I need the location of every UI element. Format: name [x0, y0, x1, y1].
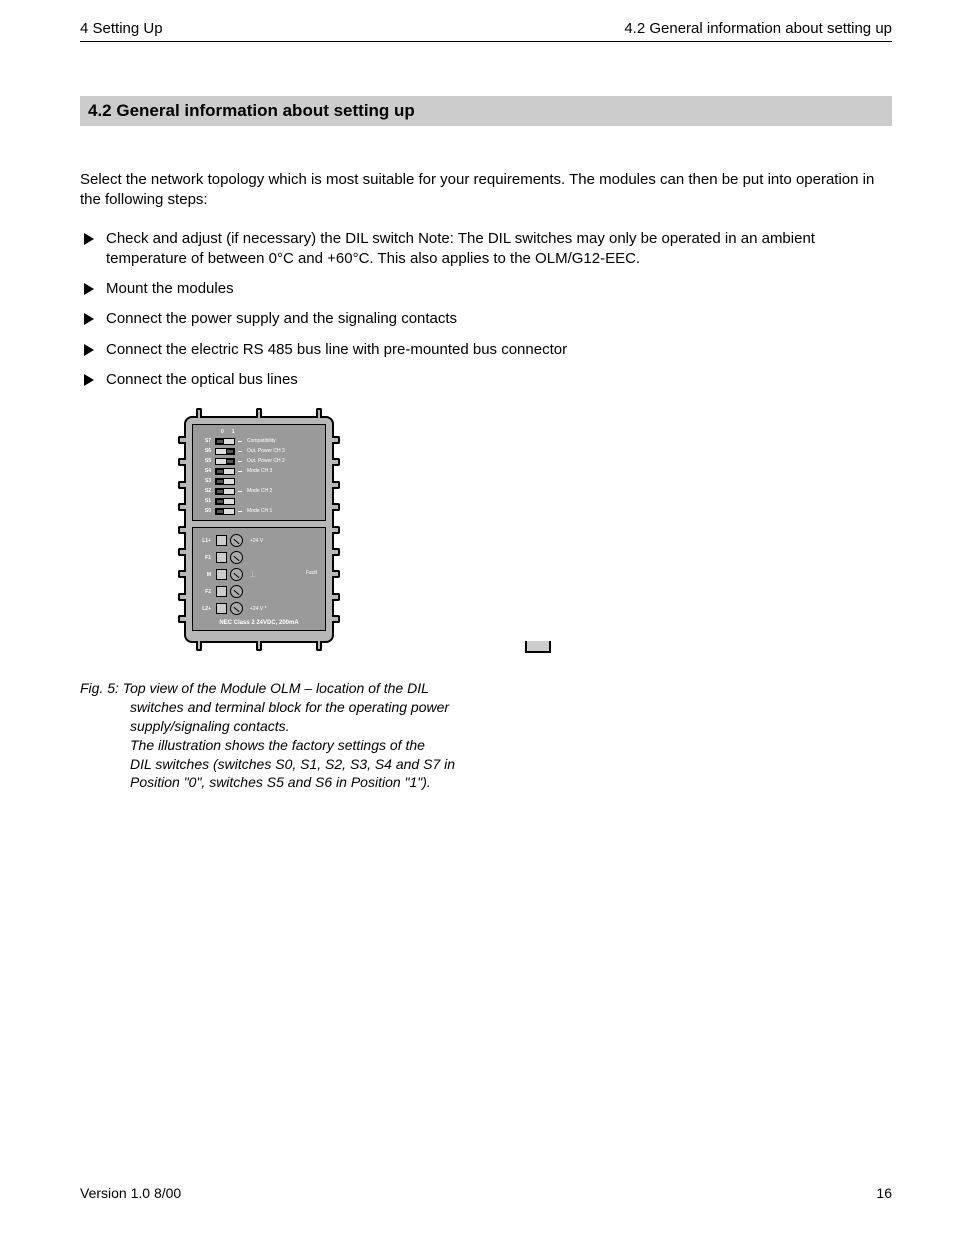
- terminal-screw-icon: [230, 568, 243, 581]
- dil-switch-row: S4 Mode CH 3: [197, 466, 321, 476]
- terminal-name: L1+: [197, 538, 213, 544]
- terminal-name: L2+: [197, 606, 213, 612]
- terminal-row: L1+ +24 V: [197, 532, 321, 549]
- dil-switch-icon: [215, 508, 235, 515]
- figure-text-4: The illustration shows the factory setti…: [80, 736, 892, 755]
- terminal-screw-icon: [230, 585, 243, 598]
- footer-page-number: 16: [876, 1185, 892, 1201]
- dil-switch-label: Mode CH 1: [247, 508, 272, 514]
- dil-switch-label: Mode CH 3: [247, 468, 272, 474]
- dil-switch-icon: [215, 458, 235, 465]
- terminal-block-icon: [216, 552, 227, 563]
- section-heading: 4.2 General information about setting up: [80, 96, 892, 126]
- dil-switch-icon: [215, 468, 235, 475]
- list-item: Connect the optical bus lines: [80, 370, 892, 390]
- dil-switch-row: S1: [197, 496, 321, 506]
- dil-header-1: 1: [232, 429, 235, 435]
- dil-switch-label: Mode CH 2: [247, 488, 272, 494]
- terminal-block-icon: [216, 535, 227, 546]
- terminal-panel: L1++24 VF1M⏊F2L2++24 V * Fault NEC Class…: [192, 527, 326, 631]
- dil-switch-row: S6 Out. Power CH 3: [197, 446, 321, 456]
- step-list: Check and adjust (if necessary) the DIL …: [80, 229, 892, 391]
- dil-switch-panel: 0 1 S7 Compatibility S6 Out. Power CH 3 S5 Ou…: [192, 424, 326, 521]
- dil-switch-name: S5: [197, 458, 213, 464]
- figure-text-5: DIL switches (switches S0, S1, S2, S3, S…: [80, 755, 892, 774]
- dil-switch-row: S2 Mode CH 2: [197, 486, 321, 496]
- terminal-row: F1: [197, 549, 321, 566]
- terminal-name: F1: [197, 555, 213, 561]
- figure-text-6: Position "0", switches S5 and S6 in Posi…: [80, 773, 892, 792]
- terminal-screw-icon: [230, 551, 243, 564]
- dil-switch-name: S4: [197, 468, 213, 474]
- right-notches: [332, 436, 334, 623]
- dil-switch-name: S1: [197, 498, 213, 504]
- bottom-clip: [525, 641, 551, 653]
- terminal-block-icon: [216, 603, 227, 614]
- dil-switch-label: Out. Power CH 3: [247, 448, 285, 454]
- dil-switch-icon: [215, 488, 235, 495]
- terminal-row: L2+ +24 V *: [197, 600, 321, 617]
- dil-switch-icon: [215, 478, 235, 485]
- terminal-label: ⏊: [250, 571, 255, 578]
- dil-switch-row: S0 Mode CH 1: [197, 506, 321, 516]
- terminal-block-icon: [216, 569, 227, 580]
- top-tabs: [196, 416, 322, 418]
- dil-switch-name: S3: [197, 478, 213, 484]
- list-item: Check and adjust (if necessary) the DIL …: [80, 229, 892, 270]
- dil-switch-name: S6: [197, 448, 213, 454]
- dil-switch-name: S7: [197, 438, 213, 444]
- list-item: Connect the power supply and the signali…: [80, 309, 892, 329]
- dil-switch-row: S5 Out. Power CH 2: [197, 456, 321, 466]
- dil-switch-label: Out. Power CH 2: [247, 458, 285, 464]
- intro-paragraph: Select the network topology which is mos…: [80, 170, 892, 211]
- dil-header-0: 0: [221, 429, 224, 435]
- terminal-screw-icon: [230, 602, 243, 615]
- fault-label: Fault: [306, 570, 317, 576]
- figure-text-2: switches and terminal block for the oper…: [80, 698, 892, 717]
- list-item: Mount the modules: [80, 279, 892, 299]
- header-right: 4.2 General information about setting up: [624, 20, 892, 37]
- nec-rating: NEC Class 2 24VDC, 200mA: [197, 617, 321, 626]
- figure-label: Fig. 5:: [80, 680, 119, 696]
- terminal-label: +24 V: [250, 538, 263, 544]
- terminal-block-icon: [216, 586, 227, 597]
- figure: 0 1 S7 Compatibility S6 Out. Power CH 3 S5 Ou…: [184, 416, 892, 653]
- list-item: Connect the electric RS 485 bus line wit…: [80, 340, 892, 360]
- terminal-screw-icon: [230, 534, 243, 547]
- left-notches: [184, 436, 186, 623]
- dil-switch-icon: [215, 438, 235, 445]
- dil-switch-icon: [215, 498, 235, 505]
- figure-caption: Fig. 5: Top view of the Module OLM – loc…: [80, 679, 892, 792]
- page: 4 Setting Up 4.2 General information abo…: [0, 0, 954, 1235]
- dil-switch-row: S3: [197, 476, 321, 486]
- bottom-tabs: [196, 641, 322, 643]
- dil-switch-row: S7 Compatibility: [197, 436, 321, 446]
- figure-text-1: Top view of the Module OLM – location of…: [123, 680, 429, 696]
- dil-switch-name: S0: [197, 508, 213, 514]
- running-header: 4 Setting Up 4.2 General information abo…: [80, 20, 892, 42]
- figure-text-3: supply/signaling contacts.: [80, 717, 892, 736]
- dil-switch-name: S2: [197, 488, 213, 494]
- module-diagram: 0 1 S7 Compatibility S6 Out. Power CH 3 S5 Ou…: [184, 416, 334, 643]
- dil-switch-label: Compatibility: [247, 438, 276, 444]
- header-left: 4 Setting Up: [80, 20, 163, 37]
- terminal-row: M⏊: [197, 566, 321, 583]
- terminal-name: M: [197, 572, 213, 578]
- page-footer: Version 1.0 8/00 16: [80, 1185, 892, 1201]
- terminal-row: F2: [197, 583, 321, 600]
- footer-version: Version 1.0 8/00: [80, 1185, 181, 1201]
- terminal-label: +24 V *: [250, 606, 267, 612]
- terminal-name: F2: [197, 589, 213, 595]
- dil-switch-icon: [215, 448, 235, 455]
